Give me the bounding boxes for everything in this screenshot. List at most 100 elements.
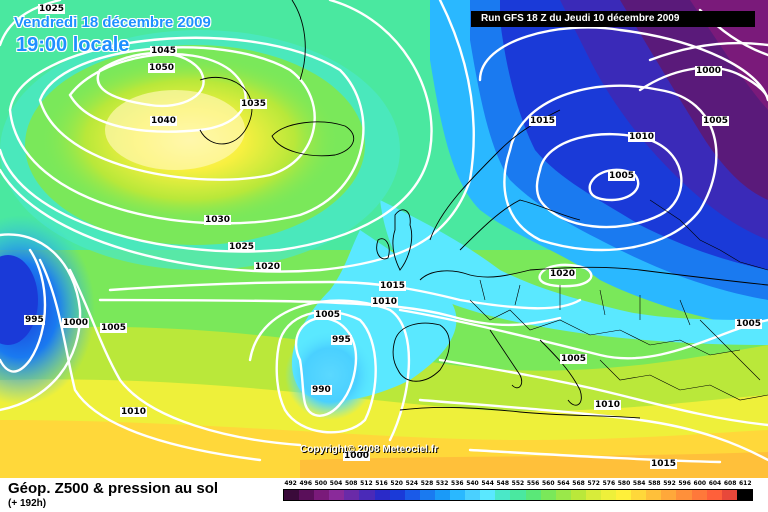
isobar-label: 1020	[254, 262, 282, 272]
legend-value: 596	[678, 480, 691, 487]
legend-value: 512	[360, 480, 373, 487]
isobar-label: 1005	[735, 319, 763, 329]
legend-value: 552	[511, 480, 525, 487]
legend-swatch	[661, 490, 677, 500]
legend-swatch	[299, 490, 315, 500]
legend-swatch	[284, 490, 300, 500]
legend-swatch	[631, 490, 647, 500]
legend-swatch	[480, 490, 496, 500]
legend-value: 528	[420, 480, 434, 487]
isobar-label: 995	[331, 335, 352, 345]
isobar-label: 1005	[702, 116, 730, 126]
legend-swatch	[721, 490, 737, 500]
legend-value: 576	[602, 480, 616, 487]
isobar-label: 1025	[38, 4, 66, 14]
model-run-label: Run GFS 18 Z du Jeudi 10 décembre 2009	[471, 11, 755, 27]
legend-value: 592	[663, 480, 676, 487]
legend-value: 516	[375, 480, 388, 487]
forecast-lead-time: (+ 192h)	[8, 498, 47, 509]
legend-color-bar	[283, 489, 753, 501]
legend-swatch	[555, 490, 571, 500]
legend-value: 608	[723, 480, 737, 487]
isobar-label: 1000	[62, 318, 90, 328]
isobar-label: 1005	[608, 171, 636, 181]
legend-swatch	[540, 490, 556, 500]
isobar-label: 1005	[560, 354, 588, 364]
isobar-label: 1025	[228, 242, 256, 252]
isobar-label: 990	[311, 385, 332, 395]
isobar-label: 1010	[371, 297, 399, 307]
legend-value: 520	[390, 480, 403, 487]
isobar-label: 1000	[343, 451, 371, 461]
legend-swatch	[570, 490, 586, 500]
isobar-label: 1035	[240, 99, 268, 109]
legend-value: 508	[344, 480, 358, 487]
coastlines	[199, 0, 768, 419]
legend-value: 588	[648, 480, 661, 487]
isobar-label: 1040	[150, 116, 178, 126]
legend-value: 504	[329, 480, 343, 487]
legend-swatch	[646, 490, 662, 500]
forecast-date: Vendredi 18 décembre 2009	[14, 14, 211, 31]
legend-value: 568	[572, 480, 585, 487]
isobar-label: 1000	[695, 66, 723, 76]
legend-labels: 492 496 500 504 508 512 516 520 524 528 532 536 540 5…	[283, 479, 753, 489]
forecast-time: 19:00 locale	[16, 34, 130, 56]
legend-swatch	[616, 490, 632, 500]
legend-value: 492	[284, 480, 297, 487]
isobar-label: 1010	[120, 407, 148, 417]
legend-value: 536	[451, 480, 464, 487]
isobar-label: 1005	[100, 323, 128, 333]
legend-swatch	[419, 490, 435, 500]
legend-swatch	[736, 490, 752, 500]
legend-value: 500	[314, 480, 328, 487]
isobar-label: 1005	[314, 310, 342, 320]
weather-map: 1025 1045 1050 1035 1040 1030 1025 1020 …	[0, 0, 768, 478]
legend-value: 612	[739, 480, 752, 487]
legend-value: 580	[617, 480, 631, 487]
legend-value: 524	[405, 480, 419, 487]
legend-swatch	[691, 490, 707, 500]
legend-value: 564	[557, 480, 570, 487]
legend-swatch	[706, 490, 722, 500]
legend-swatch	[314, 490, 330, 500]
legend-value: 600	[693, 480, 707, 487]
legend-value: 560	[541, 480, 555, 487]
isobar-label: 1030	[204, 215, 232, 225]
legend-swatch	[450, 490, 466, 500]
legend-value: 548	[496, 480, 510, 487]
legend-swatch	[374, 490, 390, 500]
color-legend: 492 496 500 504 508 512 516 520 524 528 532 536 540 5…	[283, 479, 753, 501]
legend-value: 532	[435, 480, 449, 487]
legend-swatch	[344, 490, 360, 500]
map-field	[0, 0, 768, 478]
legend-value: 496	[299, 480, 312, 487]
legend-value: 544	[481, 480, 494, 487]
legend-value: 584	[632, 480, 646, 487]
legend-swatch	[525, 490, 541, 500]
isobar-label: 1050	[148, 63, 176, 73]
isobar-label: 1015	[650, 459, 678, 469]
legend-swatch	[389, 490, 405, 500]
legend-swatch	[585, 490, 601, 500]
legend-swatch	[329, 490, 345, 500]
isobar-label: 1045	[150, 46, 178, 56]
isobar-label: 1010	[594, 400, 622, 410]
legend-swatch	[600, 490, 617, 500]
legend-value: 572	[587, 480, 600, 487]
legend-swatch	[434, 490, 451, 500]
copyright-notice: Copyright© 2008 Meteociel.fr	[300, 444, 438, 455]
isobar-label: 995	[24, 315, 45, 325]
legend-swatch	[404, 490, 420, 500]
isobar-label: 1015	[529, 116, 557, 126]
isobar-label: 1015	[379, 281, 407, 291]
isobar-label: 1010	[628, 132, 656, 142]
legend-value: 556	[526, 480, 540, 487]
legend-value: 540	[466, 480, 479, 487]
legend-value: 604	[708, 480, 722, 487]
legend-swatch	[495, 490, 511, 500]
legend-swatch	[510, 490, 526, 500]
map-title: Géop. Z500 & pression au sol	[8, 480, 219, 497]
legend-swatch	[359, 490, 375, 500]
legend-swatch	[676, 490, 692, 500]
